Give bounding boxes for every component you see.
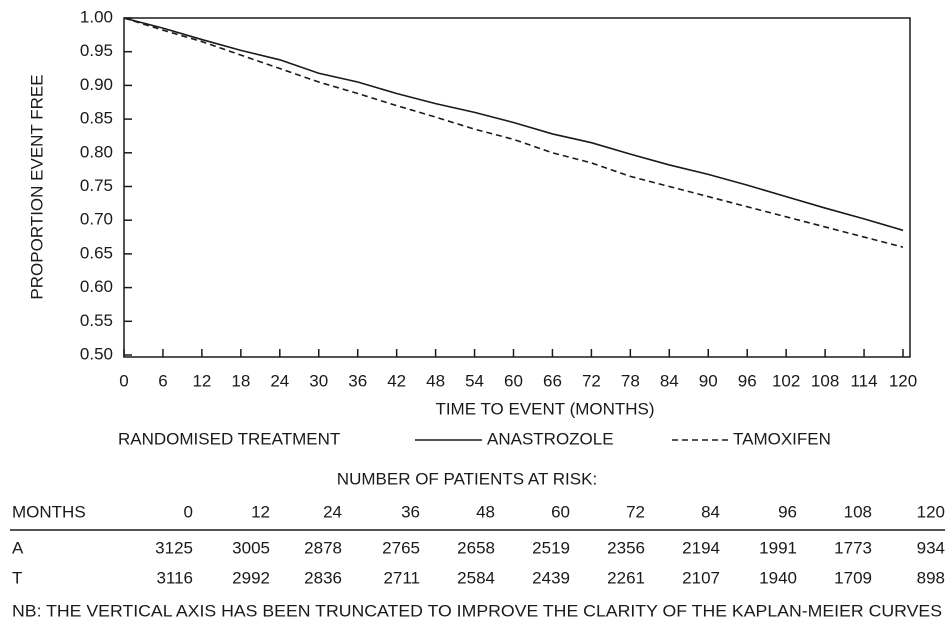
x-tick-label: 78 <box>621 371 640 390</box>
table-cell: 2107 <box>682 568 720 587</box>
table-cell: 2765 <box>382 538 420 557</box>
table-cell: 0 <box>184 502 193 521</box>
x-tick-label: 60 <box>504 371 523 390</box>
table-cell: 108 <box>844 502 872 521</box>
x-tick-label: 18 <box>231 371 250 390</box>
table-cell: 60 <box>551 502 570 521</box>
table-cell: 72 <box>626 502 645 521</box>
y-tick-label: 0.75 <box>80 176 113 195</box>
legend-label: ANASTROZOLE <box>487 429 614 448</box>
table-row-label: A <box>12 538 24 557</box>
x-tick-label: 6 <box>158 371 167 390</box>
y-tick-label: 0.50 <box>80 344 113 363</box>
table-cell: 3116 <box>156 568 193 587</box>
x-tick-label: 36 <box>348 371 367 390</box>
table-cell: 120 <box>917 502 945 521</box>
table-cell: 2711 <box>383 568 420 587</box>
table-cell: 2584 <box>457 568 495 587</box>
x-tick-label: 66 <box>543 371 562 390</box>
x-tick-label: 54 <box>465 371 484 390</box>
table-cell: 24 <box>323 502 342 521</box>
table-cell: 2658 <box>457 538 495 557</box>
table-row-label: T <box>12 568 22 587</box>
table-cell: 48 <box>476 502 495 521</box>
y-tick-label: 0.80 <box>80 142 113 161</box>
table-cell: 1709 <box>834 568 872 587</box>
x-tick-label: 72 <box>582 371 601 390</box>
table-cell: 2194 <box>682 538 720 557</box>
x-tick-label: 108 <box>811 371 839 390</box>
y-axis-title: PROPORTION EVENT FREE <box>27 74 46 299</box>
y-tick-label: 0.70 <box>80 210 113 229</box>
table-cell: 2836 <box>304 568 342 587</box>
x-tick-label: 102 <box>772 371 800 390</box>
x-tick-label: 120 <box>889 371 917 390</box>
table-cell: 3125 <box>155 538 193 557</box>
x-tick-label: 0 <box>119 371 128 390</box>
y-tick-label: 0.65 <box>80 243 113 262</box>
y-tick-label: 0.85 <box>80 109 113 128</box>
legend-label: TAMOXIFEN <box>733 429 831 448</box>
survival-curve <box>123 17 904 248</box>
y-tick-label: 0.90 <box>80 75 113 94</box>
x-tick-label: 114 <box>850 371 877 390</box>
table-cell: 12 <box>251 502 270 521</box>
table-cell: 1773 <box>834 538 872 557</box>
x-tick-label: 96 <box>738 371 757 390</box>
table-row-label: MONTHS <box>12 502 86 521</box>
table-cell: 2439 <box>532 568 570 587</box>
table-cell: 2878 <box>304 538 342 557</box>
table-cell: 934 <box>917 538 945 557</box>
table-cell: 3005 <box>232 538 270 557</box>
risk-table-title: NUMBER OF PATIENTS AT RISK: <box>337 469 597 488</box>
x-tick-label: 48 <box>426 371 445 390</box>
table-cell: 2519 <box>532 538 570 557</box>
x-axis-title: TIME TO EVENT (MONTHS) <box>435 399 654 418</box>
footnote: NB: THE VERTICAL AXIS HAS BEEN TRUNCATED… <box>12 601 942 620</box>
table-cell: 36 <box>401 502 420 521</box>
x-tick-label: 30 <box>309 371 328 390</box>
table-cell: 84 <box>701 502 720 521</box>
x-tick-label: 42 <box>387 371 406 390</box>
table-cell: 898 <box>917 568 945 587</box>
legend-title: RANDOMISED TREATMENT <box>118 429 340 448</box>
y-tick-label: 0.55 <box>80 311 113 330</box>
x-tick-label: 24 <box>270 371 289 390</box>
x-tick-label: 90 <box>699 371 718 390</box>
y-tick-label: 0.60 <box>80 277 113 296</box>
x-tick-label: 12 <box>192 371 211 390</box>
x-tick-label: 84 <box>660 371 679 390</box>
y-tick-label: 0.95 <box>80 41 113 60</box>
y-tick-label: 1.00 <box>80 7 113 26</box>
survival-curve <box>123 17 904 232</box>
table-cell: 2356 <box>607 538 645 557</box>
table-cell: 2261 <box>607 568 645 587</box>
table-cell: 2992 <box>232 568 270 587</box>
plot-frame <box>123 17 911 358</box>
table-cell: 1940 <box>759 568 797 587</box>
table-cell: 96 <box>778 502 797 521</box>
table-cell: 1991 <box>759 538 797 557</box>
